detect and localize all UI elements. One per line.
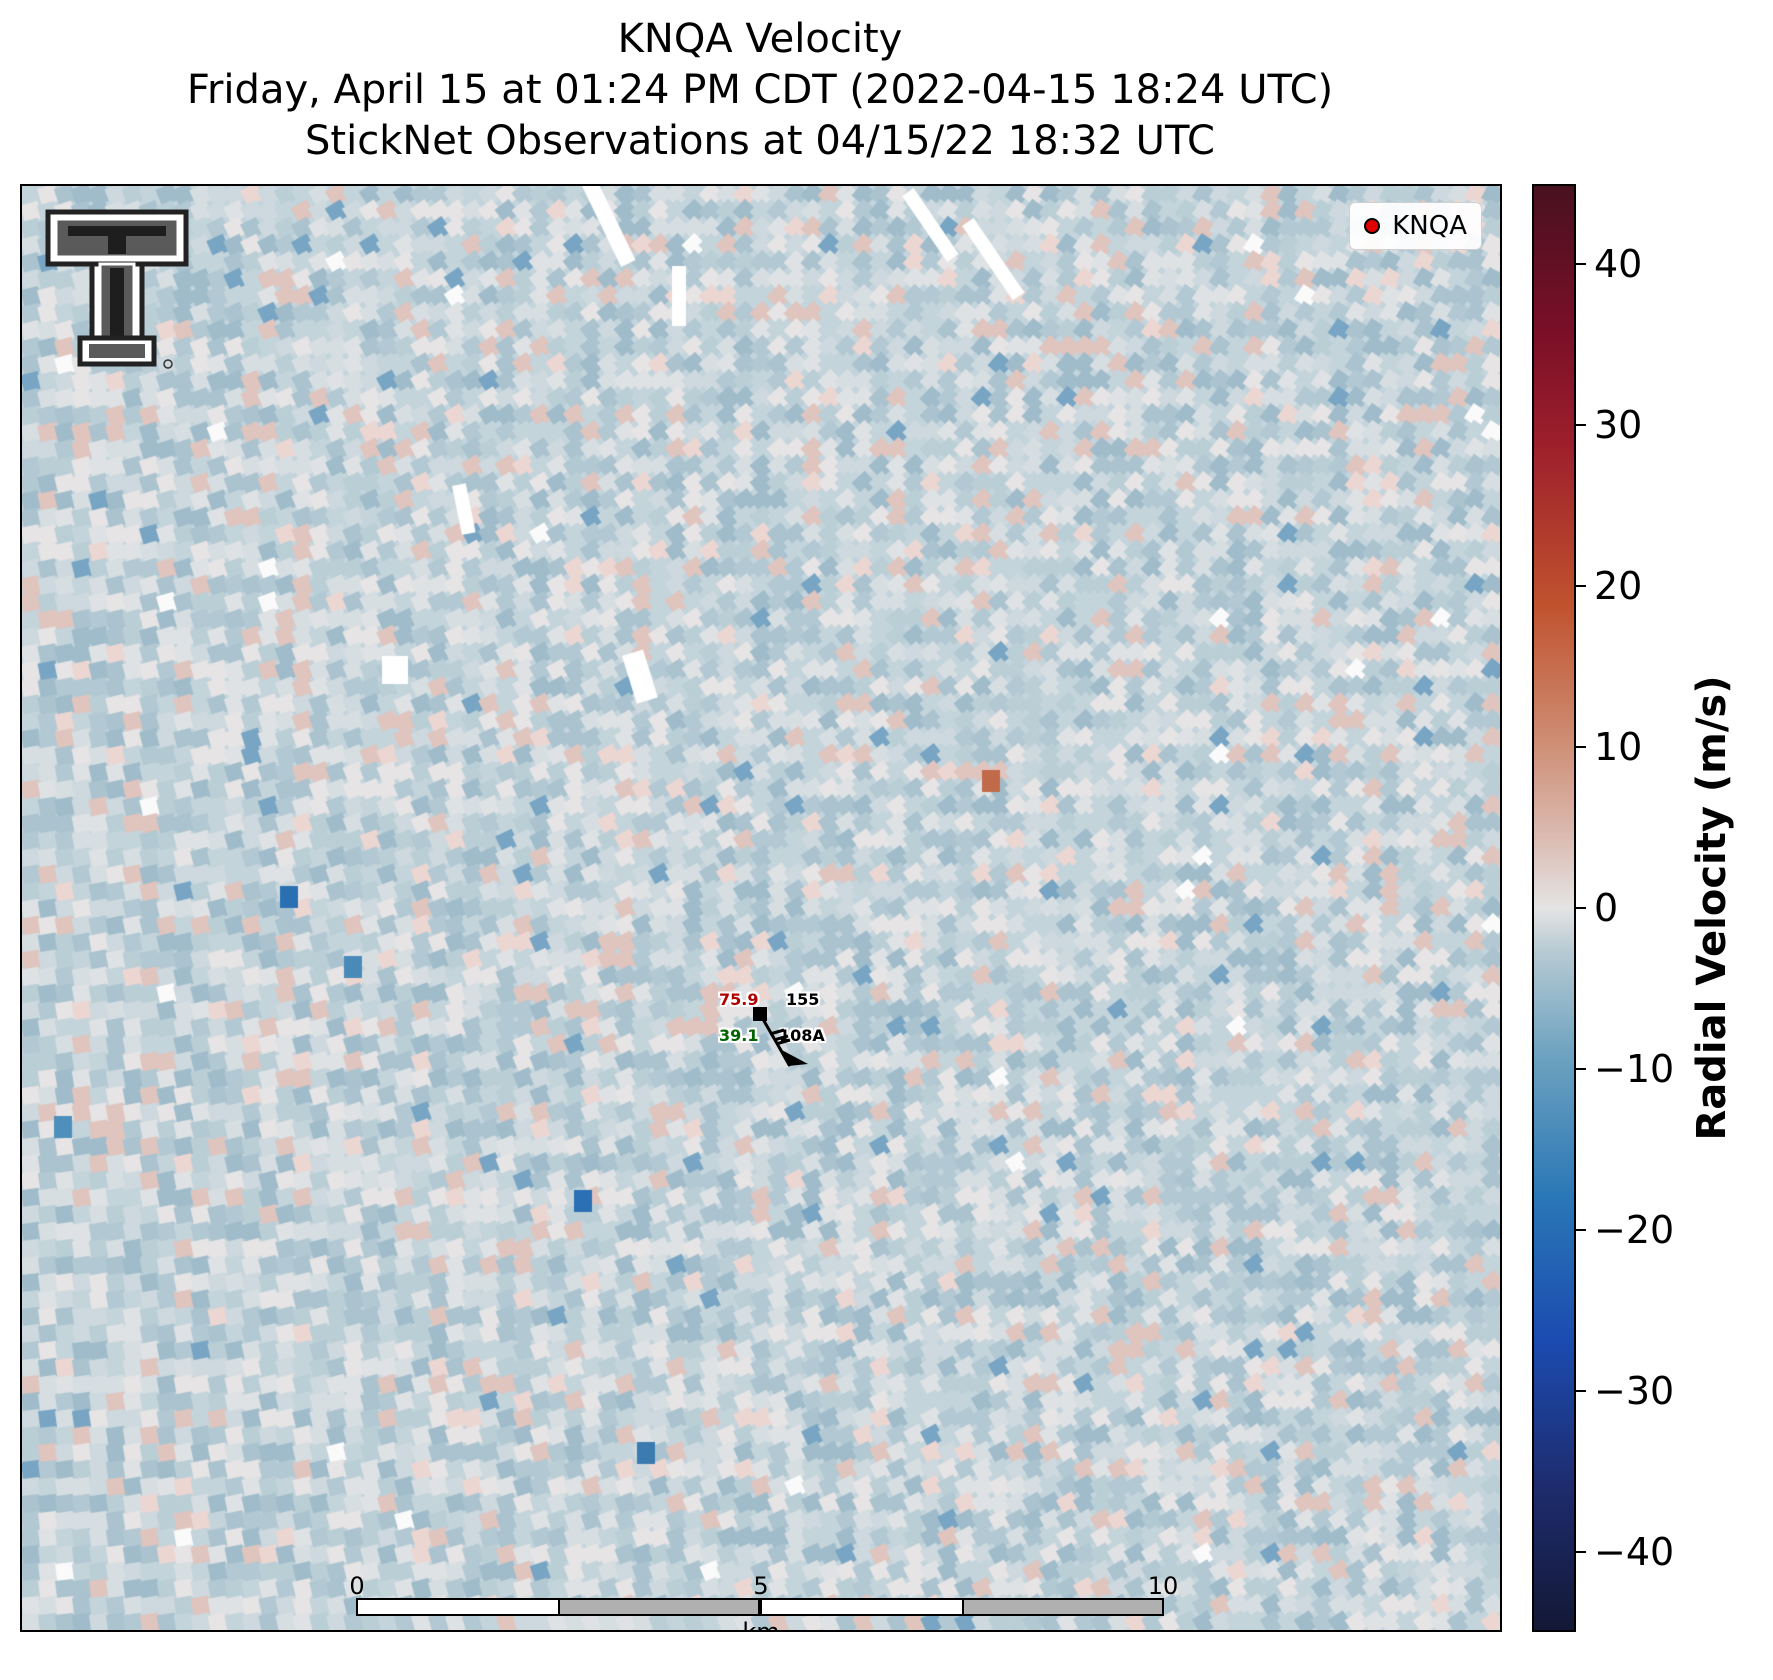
colorbar-tick-label: 20	[1594, 564, 1643, 609]
map-title: KNQA Velocity	[617, 16, 903, 62]
station-pressure: 155	[786, 990, 820, 1009]
colorbar-tick-mark	[1576, 907, 1586, 909]
station-dewpoint: 39.1	[719, 1026, 759, 1045]
map-legend: KNQA	[1349, 202, 1482, 250]
map-subtitle-observations: StickNet Observations at 04/15/22 18:32 …	[305, 118, 1215, 164]
scale-label-5: 5	[753, 1572, 769, 1600]
colorbar-tick-label: −40	[1594, 1529, 1675, 1574]
colorbar-tick-mark	[1576, 1389, 1586, 1392]
radar-site-marker-icon	[1364, 218, 1381, 234]
legend-label: KNQA	[1392, 211, 1467, 241]
colorbar-tick-label: −30	[1594, 1368, 1675, 1413]
radar-velocity-field	[22, 186, 1500, 1630]
colorbar-tick-mark	[1576, 1228, 1586, 1231]
colorbar-tick-mark	[1576, 424, 1586, 427]
colorbar-tick-label: −20	[1594, 1207, 1675, 1252]
colorbar-tick-label: −10	[1594, 1046, 1675, 1091]
station-temperature: 75.9	[719, 990, 759, 1009]
colorbar-tick-label: 10	[1594, 725, 1643, 770]
colorbar	[1532, 184, 1576, 1632]
station-id: 108A	[779, 1026, 825, 1045]
scale-label-10: 10	[1147, 1572, 1179, 1600]
colorbar-tick-mark	[1576, 746, 1586, 749]
colorbar-tick-label: 30	[1594, 403, 1643, 448]
colorbar-tick-mark	[1576, 263, 1586, 266]
colorbar-label: Radial Velocity (m/s)	[1689, 675, 1735, 1141]
colorbar-ticks: 40 30 20 10 0 −10 −20 −30 −40	[1576, 184, 1676, 1632]
colorbar-tick-mark	[1576, 585, 1586, 588]
colorbar-tick-label: 40	[1594, 242, 1643, 287]
texas-tech-logo-icon	[45, 209, 189, 369]
scale-label-0: 0	[349, 1572, 365, 1600]
wind-barb-icon	[753, 1007, 808, 1067]
radar-map[interactable]: KNQA 75.9 155 39.1 108A 0 5 10 km	[20, 184, 1502, 1632]
scale-unit: km	[742, 1618, 780, 1632]
colorbar-tick-mark	[1576, 1550, 1586, 1553]
colorbar-tick-label: 0	[1594, 886, 1619, 930]
map-subtitle-time: Friday, April 15 at 01:24 PM CDT (2022-0…	[186, 67, 1334, 113]
colorbar-tick-mark	[1576, 1067, 1586, 1070]
